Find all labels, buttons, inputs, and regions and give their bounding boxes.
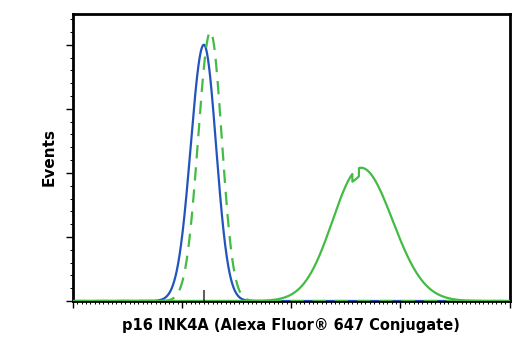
X-axis label: p16 INK4A (Alexa Fluor® 647 Conjugate): p16 INK4A (Alexa Fluor® 647 Conjugate) [122,317,460,332]
Y-axis label: Events: Events [41,128,56,187]
Text: |: | [202,290,206,301]
